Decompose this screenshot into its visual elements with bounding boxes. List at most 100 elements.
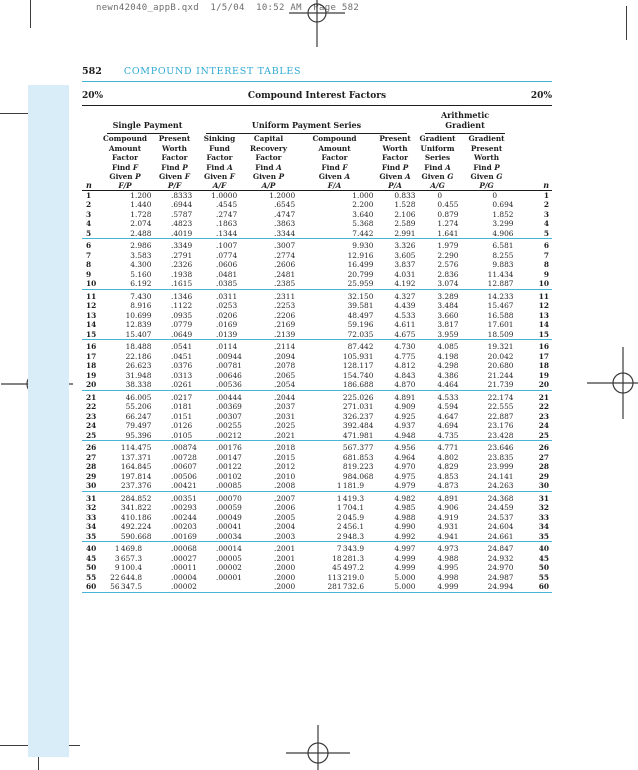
factor-cell: 48.497 xyxy=(347,310,374,320)
factor-cell: .2253 xyxy=(274,301,296,310)
table-row: 4 2.074 .4823 .1863 .3863 5.368 2.589 1.274 3.29… xyxy=(82,219,552,229)
table-row: 10 6.192 .1615 .0385 .2385 25.959 4.192 3.074 12… xyxy=(82,279,552,289)
period-cell: 26 xyxy=(538,443,550,452)
factor-cell: 7.430 xyxy=(130,291,152,301)
crop-mark-left xyxy=(0,113,28,114)
period-cell: 28 xyxy=(86,462,97,471)
factor-cell: 271.031 xyxy=(342,402,374,411)
period-cell: 9 xyxy=(543,269,550,279)
factor-cell: 17.601 xyxy=(487,320,514,329)
factor-cell: 4.300 xyxy=(130,260,152,269)
table-row: 18 26.623 .0376 .00781 .2078 128.117 4.812 4.29… xyxy=(82,361,552,371)
factor-cell: 4.992 xyxy=(394,531,416,541)
factor-cell: .00011 xyxy=(171,563,197,572)
factor-cell: 4.843 xyxy=(394,370,416,380)
period-cell: 19 xyxy=(86,370,97,380)
column-name: Gradient Present Worth xyxy=(468,134,505,162)
period-cell: 40 xyxy=(86,544,97,553)
factor-cell: .0181 xyxy=(171,402,193,411)
factor-cell: .0451 xyxy=(171,351,193,361)
table-title: Compound Interest Factors xyxy=(247,91,387,101)
period-cell: 26 xyxy=(86,443,97,452)
period-cell: 18 xyxy=(538,361,550,370)
factor-cell: 1.2000 xyxy=(269,190,296,200)
factor-cell: 4.085 xyxy=(437,342,459,351)
factor-cell: 1.528 xyxy=(394,200,416,209)
factor-cell: 2.290 xyxy=(437,250,459,260)
factor-cell: 4.909 xyxy=(394,402,416,411)
factor-cell: 4.829 xyxy=(437,462,459,471)
factor-cell: 4.812 xyxy=(394,361,416,370)
factor-cell: .2311 xyxy=(274,291,296,301)
factor-cell: 24.932 xyxy=(487,553,514,563)
factor-cell: 4.970 xyxy=(394,462,416,471)
period-cell: 18 xyxy=(86,361,97,370)
factor-cell: .4019 xyxy=(171,228,193,238)
factor-cell: 4.919 xyxy=(437,512,459,522)
table-row: 26 114.475 .00874 .00176 .2018 567.377 4.956 4.… xyxy=(82,443,552,453)
factor-cell: .2010 xyxy=(274,471,296,481)
factor-cell: 4.973 xyxy=(437,544,459,553)
table-row: 55 22 644.8 .00004 .00001 .2000 113 219.0 5.00… xyxy=(82,573,552,583)
table-row: 17 22.186 .0451 .00944 .2094 105.931 4.775 4.19… xyxy=(82,352,552,362)
factor-cell: 4.964 xyxy=(394,452,416,462)
table-row: 22 55.206 .0181 .00369 .2037 271.031 4.909 4.59… xyxy=(82,402,552,412)
factor-cell: 2.576 xyxy=(437,260,459,269)
period-cell: 17 xyxy=(538,351,550,361)
factor-cell: 4.873 xyxy=(437,481,459,490)
factor-cell: 95.396 xyxy=(125,430,152,440)
factor-cell: .4747 xyxy=(274,209,296,219)
period-cell: 25 xyxy=(86,430,97,440)
factor-cell: .0261 xyxy=(171,380,193,389)
factor-cell: 113 219.0 xyxy=(327,572,365,582)
factor-cell: 4.985 xyxy=(394,503,416,512)
table-header: Single Payment Uniform Payment Series Arit… xyxy=(82,110,553,191)
factor-cell: 237.376 xyxy=(120,481,152,490)
period-cell: 11 xyxy=(86,291,97,301)
factor-cell: 24.141 xyxy=(487,471,514,481)
factor-cell: 105.931 xyxy=(342,351,374,361)
factor-cell: 4.386 xyxy=(437,370,459,380)
factor-cell: 1.000 xyxy=(352,190,374,200)
group-separator-rule xyxy=(82,490,553,494)
factor-cell: 3.289 xyxy=(437,291,459,301)
factor-cell: .3349 xyxy=(171,241,193,250)
table-row: 15 15.407 .0649 .0139 .2139 72.035 4.675 3.959 1… xyxy=(82,330,552,340)
period-cell: 22 xyxy=(538,402,550,411)
factor-cell: .00607 xyxy=(171,462,197,471)
factor-cell: 4.906 xyxy=(437,503,459,512)
factor-cell: .0779 xyxy=(171,320,193,329)
factor-cell: .00944 xyxy=(216,351,242,361)
factor-cell: 15.407 xyxy=(125,329,152,339)
group-separator-rule xyxy=(82,440,553,443)
table-row: 40 1 469.8 .00068 .00014 .2001 7 343.9 4.997 4.… xyxy=(82,544,552,554)
factor-cell: .00307 xyxy=(216,411,242,421)
factor-cell: .2206 xyxy=(274,310,296,320)
factor-cell: 3.959 xyxy=(437,329,459,339)
factor-cell: 24.661 xyxy=(487,531,514,541)
factor-cell: 4.979 xyxy=(394,481,416,490)
period-cell: 35 xyxy=(86,531,97,541)
period-column-label: n xyxy=(82,162,98,191)
factor-cell: 39.581 xyxy=(347,301,374,310)
factor-cell: .2000 xyxy=(274,563,296,572)
column-name: Capital Recovery Factor xyxy=(250,134,287,162)
factor-cell: .2385 xyxy=(274,279,296,288)
factor-cell: 197.814 xyxy=(120,471,152,481)
factor-cell: 1.641 xyxy=(437,228,459,238)
factor-cell: 2 456.1 xyxy=(336,522,365,531)
factor-cell: 4.999 xyxy=(394,553,416,563)
factor-cell: 4.870 xyxy=(394,380,416,389)
period-cell: 14 xyxy=(86,320,97,329)
factor-cell: 14.233 xyxy=(487,291,514,301)
factor-cell: 3.326 xyxy=(394,241,416,250)
factor-cell: 2.488 xyxy=(130,228,152,238)
table-row: 16 18.488 .0541 .0114 .2114 87.442 4.730 4.085 1… xyxy=(82,342,552,352)
period-cell: 3 xyxy=(86,209,92,219)
factor-cell: .2054 xyxy=(274,380,296,389)
factor-cell: 38.338 xyxy=(125,380,152,389)
factor-cell: 23.999 xyxy=(487,462,514,471)
period-cell: 45 xyxy=(538,553,550,563)
factor-cell: .00014 xyxy=(216,544,242,553)
